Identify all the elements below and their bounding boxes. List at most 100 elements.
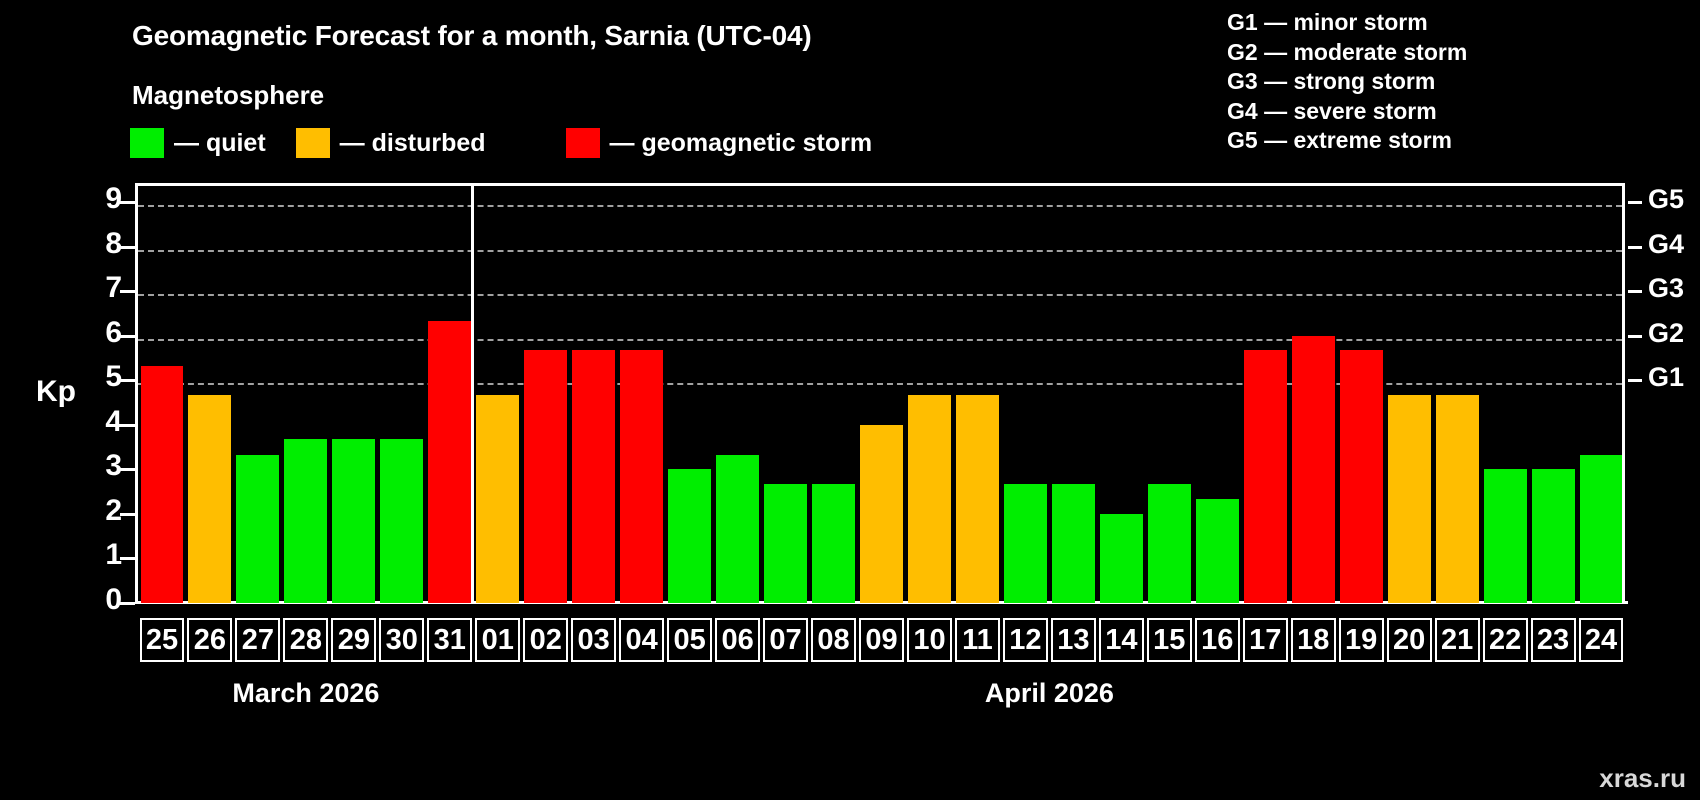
- bar-day-30[interactable]: [380, 439, 424, 603]
- bar-day-01[interactable]: [476, 394, 520, 603]
- date-cell-24[interactable]: 24: [1578, 618, 1624, 662]
- plot-area: [135, 183, 1625, 603]
- date-cell-01[interactable]: 01: [475, 618, 521, 662]
- bar-day-11[interactable]: [955, 394, 999, 603]
- legend-label-quiet: — quiet: [174, 128, 266, 157]
- bar-day-20[interactable]: [1387, 394, 1431, 603]
- bar-day-04[interactable]: [620, 350, 664, 603]
- gscale-key-line-4: G4 — severe storm: [1227, 97, 1437, 124]
- gridlines: [138, 186, 1622, 603]
- bar-day-14[interactable]: [1099, 513, 1143, 603]
- y-tick-label-4: 4: [105, 404, 122, 438]
- date-cell-02[interactable]: 02: [523, 618, 569, 662]
- bar-day-13[interactable]: [1051, 484, 1095, 603]
- legend-swatch-geomagnetic-storm: [565, 128, 600, 158]
- date-cell-20[interactable]: 20: [1386, 618, 1432, 662]
- bar-day-08[interactable]: [812, 484, 855, 603]
- bar-day-06[interactable]: [716, 454, 760, 603]
- bar-day-21[interactable]: [1435, 394, 1479, 603]
- bar-day-07[interactable]: [764, 484, 808, 603]
- g-tick-mark-g5: [1628, 201, 1642, 204]
- date-cell-04[interactable]: 04: [619, 618, 665, 662]
- g-tick-mark-g3: [1628, 290, 1642, 294]
- bar-day-05[interactable]: [668, 469, 712, 603]
- g-tick-mark-g1: [1628, 379, 1642, 383]
- date-cell-29[interactable]: 29: [331, 618, 377, 662]
- bar-day-17[interactable]: [1243, 350, 1287, 603]
- y-tick-mark-8: [120, 245, 135, 249]
- date-cell-22[interactable]: 22: [1482, 618, 1528, 662]
- date-cell-06[interactable]: 06: [715, 618, 761, 662]
- y-tick-mark-2: [120, 512, 135, 516]
- date-cell-11[interactable]: 11: [954, 618, 1000, 662]
- date-cell-14[interactable]: 14: [1098, 618, 1144, 662]
- y-tick-mark-0: [120, 602, 135, 605]
- month-caption-1: March 2026: [232, 678, 380, 708]
- date-cell-13[interactable]: 13: [1050, 618, 1096, 662]
- legend-label-geomagnetic-storm: — geomagnetic storm: [609, 128, 873, 157]
- date-cell-15[interactable]: 15: [1146, 618, 1192, 662]
- legend-item-disturbed: — disturbed: [295, 128, 486, 158]
- bar-day-23[interactable]: [1531, 469, 1575, 603]
- date-cell-08[interactable]: 08: [811, 618, 856, 662]
- y-tick-mark-9: [120, 201, 135, 204]
- bar-day-29[interactable]: [332, 439, 376, 603]
- bar-day-26[interactable]: [188, 394, 232, 603]
- gscale-key-line-3: G3 — strong storm: [1227, 68, 1436, 94]
- bar-day-18[interactable]: [1291, 335, 1335, 603]
- bar-day-19[interactable]: [1339, 350, 1383, 603]
- y-tick-mark-7: [120, 290, 135, 294]
- y-tick-mark-4: [120, 423, 135, 427]
- y-tick-mark-1: [120, 557, 135, 561]
- bar-day-31[interactable]: [428, 320, 472, 603]
- bar-day-09[interactable]: [860, 424, 903, 603]
- g-tick-label-g4: G4: [1648, 228, 1685, 259]
- date-cell-19[interactable]: 19: [1338, 618, 1384, 662]
- gridline-kp-8: [138, 249, 1622, 252]
- date-cell-25[interactable]: 25: [139, 618, 185, 662]
- gridline-kp-9: [138, 205, 1622, 207]
- g-tick-label-g2: G2: [1648, 317, 1685, 348]
- y-tick-label-6: 6: [105, 315, 122, 349]
- date-cell-23[interactable]: 23: [1530, 618, 1576, 662]
- legend-item-geomagnetic-storm: — geomagnetic storm: [565, 128, 873, 158]
- date-cell-12[interactable]: 12: [1002, 618, 1048, 662]
- date-cell-05[interactable]: 05: [667, 618, 713, 662]
- g-tick-mark-g2: [1628, 334, 1642, 338]
- y-tick-label-7: 7: [105, 271, 122, 305]
- date-cell-10[interactable]: 10: [906, 618, 952, 662]
- bar-day-27[interactable]: [236, 454, 280, 603]
- date-cell-26[interactable]: 26: [187, 618, 233, 662]
- date-cell-09[interactable]: 09: [859, 618, 904, 662]
- date-cell-03[interactable]: 03: [571, 618, 617, 662]
- date-cell-27[interactable]: 27: [235, 618, 281, 662]
- date-cell-17[interactable]: 17: [1242, 618, 1288, 662]
- date-cell-07[interactable]: 07: [763, 618, 809, 662]
- date-cell-21[interactable]: 21: [1434, 618, 1480, 662]
- gscale-key: G1 — minor storm G2 — moderate storm G3 — …: [1227, 8, 1467, 156]
- month-separator: [470, 183, 474, 603]
- date-cell-28[interactable]: 28: [283, 618, 329, 662]
- bar-day-03[interactable]: [572, 350, 616, 603]
- gscale-key-line-5: G5 — extreme storm: [1227, 127, 1452, 153]
- bar-day-16[interactable]: [1195, 499, 1239, 603]
- bar-day-10[interactable]: [907, 394, 951, 603]
- legend-swatch-quiet: [130, 128, 164, 158]
- bar-day-22[interactable]: [1483, 469, 1527, 603]
- bar-day-24[interactable]: [1579, 454, 1623, 603]
- y-tick-label-8: 8: [105, 226, 122, 260]
- bar-day-12[interactable]: [1003, 484, 1047, 603]
- legend: — quiet — disturbed — geomagnetic storm: [130, 128, 872, 158]
- date-cell-16[interactable]: 16: [1194, 618, 1240, 662]
- date-cell-18[interactable]: 18: [1290, 618, 1336, 662]
- gscale-key-line-2: G2 — moderate storm: [1227, 38, 1468, 65]
- date-cell-30[interactable]: 30: [379, 618, 425, 662]
- legend-label-disturbed: — disturbed: [339, 128, 486, 157]
- bar-day-02[interactable]: [524, 350, 568, 603]
- bar-day-15[interactable]: [1147, 484, 1191, 603]
- bar-day-28[interactable]: [284, 439, 328, 603]
- page-title: Geomagnetic Forecast for a month, Sarnia…: [132, 20, 812, 51]
- bar-day-25[interactable]: [140, 365, 184, 603]
- date-cell-31[interactable]: 31: [427, 618, 473, 662]
